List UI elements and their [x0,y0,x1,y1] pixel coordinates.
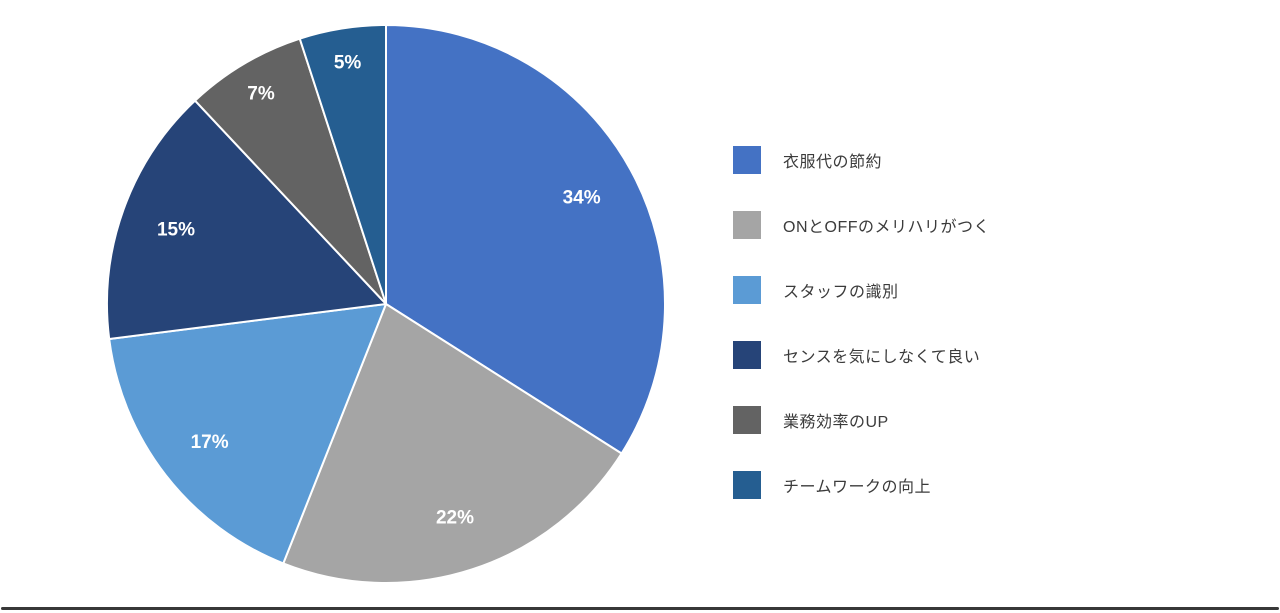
pie-slice-5 [194,37,387,305]
legend-swatch [733,211,761,239]
legend-swatch [733,406,761,434]
pie-chart-svg: 34% 22% 17% 15% 7% 5% [106,24,666,584]
legend-item-6: チームワークの向上 [733,471,990,499]
window-bottom-edge [1,607,1279,610]
legend-label: チームワークの向上 [783,479,932,496]
legend-label: センスを気にしなくて良い [783,349,981,366]
chart-legend: 衣服代の節約 ONとOFFのメリハリがつく スタッフの識別センスを気にしなくて良い業… [733,146,990,499]
legend-item-1: 衣服代の節約 [733,146,990,174]
pie-slice-6 [298,24,387,305]
pie-slice-label: 5% [334,53,362,74]
legend-swatch [733,276,761,304]
legend-item-2: ONとOFFのメリハリがつく [733,211,990,239]
legend-label: 衣服代の節約 [783,154,883,171]
legend-label: ONとOFFのメリハリがつく [783,219,990,236]
legend-item-4: センスを気にしなくて良い [733,341,990,369]
pie-slice-label: 17% [191,432,229,453]
legend-swatch [733,471,761,499]
pie-slice-4 [106,99,387,340]
pie-slice-label: 15% [157,219,195,240]
pie-slice-label: 22% [436,507,474,528]
legend-label: 業務効率のUP [783,414,889,431]
pie-slice-1 [385,24,666,455]
pie-slice-3 [108,303,387,565]
legend-item-5: 業務効率のUP [733,406,990,434]
legend-item-3: スタッフの識別 [733,276,990,304]
pie-slice-2 [282,303,623,584]
pie-slice-label: 7% [247,84,275,105]
legend-swatch [733,341,761,369]
pie-chart: 34% 22% 17% 15% 7% 5% [103,21,669,587]
pie-slice-label: 34% [563,188,601,209]
legend-label: スタッフの識別 [783,284,899,301]
legend-swatch [733,146,761,174]
